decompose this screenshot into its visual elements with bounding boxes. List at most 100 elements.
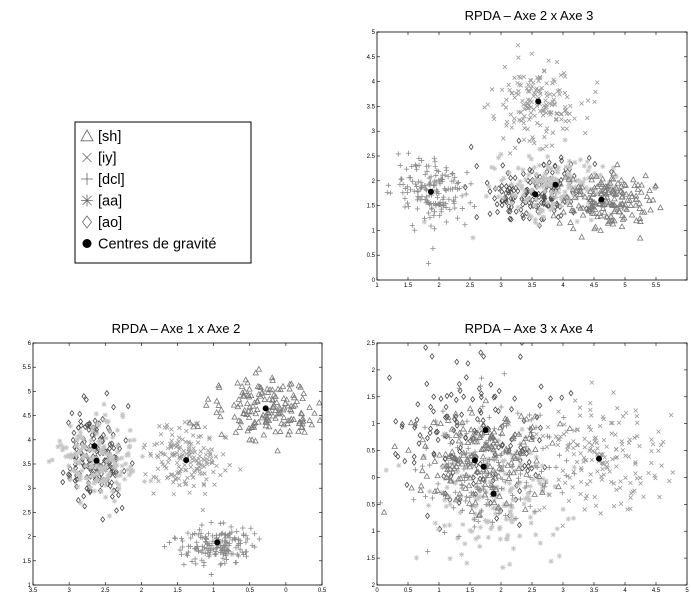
data-point-plus <box>440 433 446 439</box>
data-point-triangle <box>523 470 530 477</box>
data-point-x <box>595 80 600 85</box>
data-point-diamond <box>434 428 440 436</box>
data-point-plus <box>198 531 204 537</box>
data-point-asterisk <box>544 175 550 182</box>
data-point-diamond <box>516 521 522 529</box>
data-point-x <box>227 462 232 468</box>
data-point-asterisk <box>584 188 590 194</box>
data-point-asterisk <box>454 469 460 475</box>
data-point-asterisk <box>141 478 148 485</box>
data-point-diamond <box>87 420 92 427</box>
data-point-asterisk <box>86 447 92 453</box>
data-point-asterisk <box>489 456 496 462</box>
y-tick-label: 4 <box>372 80 376 86</box>
data-point-x <box>162 463 168 469</box>
data-point-plus <box>233 559 239 566</box>
data-point-asterisk <box>560 506 566 512</box>
data-point-asterisk <box>575 177 582 183</box>
data-point-plus <box>498 486 505 492</box>
data-point-triangle <box>474 429 481 436</box>
data-point-triangle <box>254 397 261 404</box>
data-point-triangle <box>266 407 273 414</box>
data-point-x <box>582 445 587 450</box>
data-point-diamond <box>395 453 401 460</box>
data-point-asterisk <box>507 516 514 523</box>
data-point-triangle <box>316 416 322 423</box>
data-point-asterisk <box>101 443 107 449</box>
data-point-asterisk <box>131 437 137 443</box>
data-point-x <box>518 83 523 88</box>
data-point-x <box>653 475 658 481</box>
data-point-asterisk <box>613 173 619 179</box>
data-point-asterisk <box>509 504 515 511</box>
data-point-triangle <box>609 188 617 195</box>
data-point-x <box>152 442 157 448</box>
data-point-triangle <box>230 401 238 408</box>
data-point-asterisk <box>458 552 465 558</box>
data-point-plus <box>206 553 212 559</box>
data-point-triangle <box>437 420 444 427</box>
data-point-asterisk <box>488 526 494 532</box>
data-point-triangle <box>299 414 307 421</box>
data-point-plus <box>188 535 194 541</box>
data-point-x <box>572 428 577 433</box>
data-point-diamond <box>82 502 88 510</box>
data-point-triangle <box>299 395 306 402</box>
data-point-x <box>552 101 557 107</box>
data-point-asterisk <box>586 201 592 207</box>
data-point-diamond <box>457 387 463 394</box>
data-point-asterisk <box>577 157 584 163</box>
data-point-diamond <box>586 154 592 162</box>
data-point-triangle <box>586 196 594 202</box>
data-point-plus <box>425 199 431 205</box>
data-point-asterisk <box>469 528 475 535</box>
data-point-plus <box>409 163 415 170</box>
data-point-asterisk <box>117 472 123 478</box>
data-point-plus <box>400 181 406 188</box>
data-point-asterisk <box>515 483 521 489</box>
data-point-triangle <box>631 182 638 189</box>
data-point-x <box>608 479 614 485</box>
data-point-asterisk <box>109 488 115 494</box>
data-point-triangle <box>298 423 306 430</box>
data-point-x <box>649 460 654 466</box>
data-point-asterisk <box>528 213 534 220</box>
data-point-triangle <box>506 469 513 476</box>
data-point-triangle <box>466 405 474 412</box>
data-point-x <box>202 457 207 463</box>
data-point-asterisk <box>549 175 555 181</box>
data-point-asterisk <box>572 159 578 165</box>
data-point-triangle <box>478 446 486 452</box>
data-point-triangle <box>619 215 627 222</box>
data-point-x <box>176 469 181 475</box>
data-point-triangle <box>231 413 238 420</box>
data-point-asterisk <box>548 181 554 188</box>
data-point-plus <box>423 445 429 452</box>
centroid-point <box>482 427 489 434</box>
data-point-asterisk <box>506 480 513 486</box>
data-point-x <box>544 126 550 131</box>
data-point-x <box>567 475 573 480</box>
data-point-diamond <box>454 358 460 366</box>
data-point-asterisk <box>530 178 536 184</box>
data-point-plus <box>403 166 410 172</box>
data-point-diamond <box>542 195 548 202</box>
data-point-asterisk <box>63 445 69 451</box>
data-point-triangle <box>640 208 648 215</box>
data-point-x <box>142 442 148 448</box>
data-point-triangle <box>286 385 293 392</box>
data-point-x <box>204 477 209 482</box>
data-point-asterisk <box>526 153 532 159</box>
data-point-asterisk <box>549 193 555 199</box>
data-point-plus <box>178 535 185 542</box>
data-point-triangle <box>288 380 295 387</box>
data-point-diamond <box>592 160 598 168</box>
data-point-asterisk <box>536 477 542 483</box>
data-point-asterisk <box>106 453 113 459</box>
data-point-plus <box>222 542 228 548</box>
data-point-x <box>160 451 166 457</box>
data-point-x <box>544 90 549 95</box>
data-point-triangle <box>417 487 424 494</box>
axes-frame <box>376 31 688 281</box>
data-point-plus <box>468 181 474 187</box>
